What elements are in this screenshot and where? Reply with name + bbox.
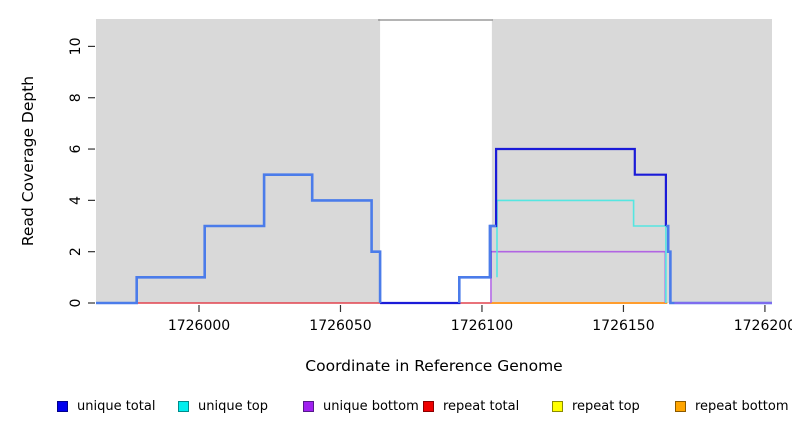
- x-tick-label: 1726000: [168, 318, 230, 334]
- legend-swatch-icon: [552, 400, 563, 412]
- legend-swatch-icon: [423, 400, 434, 412]
- y-tick-label: 6: [68, 145, 84, 154]
- y-tick-label: 2: [68, 247, 84, 256]
- legend-item-repeat-top: repeat top: [552, 398, 640, 414]
- x-tick-label: 1726150: [592, 318, 654, 334]
- legend-item-repeat-bottom: repeat bottom: [675, 398, 789, 414]
- legend-swatch-icon: [57, 400, 68, 412]
- x-tick-label: 1726100: [451, 318, 513, 334]
- legend-label: unique top: [198, 398, 269, 414]
- y-tick-label: 8: [68, 93, 84, 102]
- legend-item-unique-total: unique total: [57, 398, 155, 414]
- legend-label: repeat top: [572, 398, 640, 414]
- y-tick-label: 10: [68, 37, 84, 55]
- legend-item-unique-bottom: unique bottom: [303, 398, 419, 414]
- y-axis-title: Read Coverage Depth: [19, 76, 37, 246]
- legend-label: unique bottom: [323, 398, 419, 414]
- legend-item-repeat-total: repeat total: [423, 398, 519, 414]
- legend-label: unique total: [77, 398, 156, 414]
- legend-swatch-icon: [303, 400, 314, 412]
- left-gray-region: [96, 19, 381, 303]
- legend-item-unique-top: unique top: [178, 398, 268, 414]
- series-total-coverage-left: [96, 173, 382, 305]
- plot-area: 1726000 1726050 1726100 1726150 1726200 0 2 4 6 8…: [19, 19, 792, 375]
- legend-label: repeat bottom: [695, 398, 789, 414]
- y-tick-label: 0: [68, 299, 84, 308]
- right-gray-region: [491, 19, 772, 303]
- x-axis-title: Coordinate in Reference Genome: [305, 357, 562, 375]
- legend: unique total unique top unique bottom repea…: [0, 398, 792, 418]
- legend-label: repeat total: [443, 398, 520, 414]
- x-tick-label: 1726050: [309, 318, 371, 334]
- legend-swatch-icon: [178, 400, 189, 412]
- series-total-coverage-mid: [457, 224, 497, 303]
- x-tick-label: 1726200: [734, 318, 792, 334]
- y-tick-label: 4: [68, 196, 84, 205]
- legend-swatch-icon: [675, 400, 686, 412]
